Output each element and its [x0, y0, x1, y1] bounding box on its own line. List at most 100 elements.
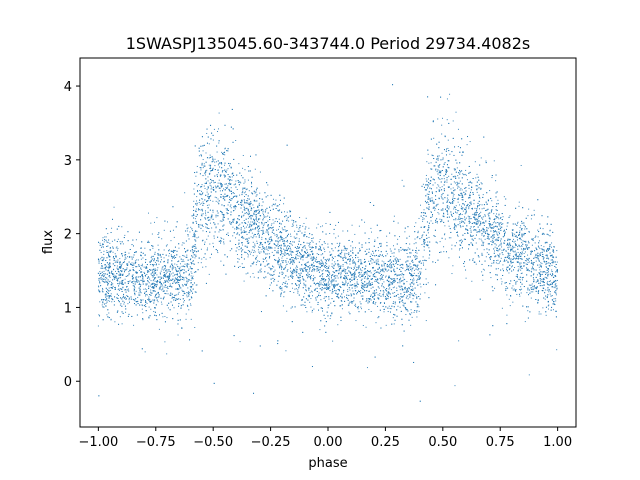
data-point	[438, 213, 440, 215]
data-point	[538, 240, 540, 242]
data-point	[397, 238, 399, 240]
data-point	[551, 295, 553, 297]
data-point	[191, 278, 193, 280]
data-point	[506, 314, 508, 316]
data-point	[534, 236, 536, 238]
data-point	[173, 295, 175, 297]
data-point	[218, 142, 220, 144]
data-point	[378, 250, 380, 252]
data-point	[188, 279, 190, 281]
data-point	[415, 247, 417, 249]
data-point	[289, 215, 291, 217]
data-point	[280, 247, 282, 249]
data-point	[200, 214, 202, 216]
data-point	[144, 291, 146, 293]
data-point	[411, 286, 413, 288]
data-point	[417, 284, 419, 286]
data-point	[354, 304, 356, 306]
data-point	[324, 265, 326, 267]
data-point	[456, 242, 458, 244]
data-point	[487, 235, 489, 237]
data-point	[459, 240, 461, 242]
data-point	[196, 230, 198, 232]
data-point	[475, 219, 477, 221]
data-point	[100, 247, 102, 249]
data-point	[289, 233, 291, 235]
data-point	[286, 218, 288, 220]
data-point	[293, 271, 295, 273]
data-point	[268, 266, 270, 268]
data-point	[325, 222, 327, 224]
data-point	[247, 221, 249, 223]
data-point	[509, 258, 511, 260]
data-point	[258, 202, 260, 204]
data-point	[409, 267, 411, 269]
data-point	[153, 300, 155, 302]
data-point	[258, 222, 260, 224]
data-point	[476, 188, 478, 190]
data-point	[217, 164, 219, 166]
data-point	[251, 183, 253, 185]
data-point	[378, 264, 380, 266]
data-point	[206, 189, 208, 191]
data-point	[329, 318, 331, 320]
data-point	[229, 165, 231, 167]
data-point	[208, 143, 210, 145]
data-point	[240, 203, 242, 205]
data-point	[455, 205, 457, 207]
data-point	[403, 303, 405, 305]
data-point	[114, 261, 116, 263]
data-point	[465, 211, 467, 213]
data-point	[491, 224, 493, 226]
data-point	[506, 259, 508, 261]
data-point	[352, 272, 354, 274]
data-point	[186, 283, 188, 285]
data-point	[385, 268, 387, 270]
data-point	[224, 198, 226, 200]
data-point	[235, 140, 237, 141]
data-point	[261, 205, 263, 207]
data-point	[293, 262, 295, 264]
data-point	[426, 161, 428, 163]
data-point	[243, 220, 245, 222]
data-point	[410, 274, 412, 276]
data-point	[280, 249, 282, 251]
data-point	[309, 269, 311, 271]
data-point	[416, 303, 418, 305]
data-point	[236, 201, 238, 203]
data-point	[114, 321, 116, 323]
data-point	[439, 218, 441, 220]
data-point	[186, 304, 188, 306]
data-point	[310, 274, 312, 276]
data-point	[506, 294, 508, 296]
data-point	[102, 287, 104, 289]
data-point	[244, 191, 246, 193]
data-point	[411, 301, 413, 303]
data-point	[186, 278, 188, 280]
data-point	[141, 304, 143, 306]
data-point	[540, 252, 542, 254]
data-point	[182, 291, 184, 293]
data-point	[554, 279, 556, 281]
data-point	[458, 218, 460, 220]
data-point	[344, 271, 346, 273]
data-point	[547, 308, 549, 310]
data-point	[189, 286, 191, 288]
data-point	[382, 295, 384, 297]
data-point	[184, 263, 186, 265]
data-point	[264, 216, 266, 218]
data-point	[228, 188, 230, 190]
data-point	[227, 178, 229, 180]
data-point	[117, 288, 119, 290]
data-point	[260, 268, 262, 270]
data-point	[272, 198, 274, 200]
data-point	[103, 258, 105, 260]
data-point	[177, 287, 179, 289]
data-point	[294, 283, 296, 284]
data-point	[114, 277, 116, 279]
data-point	[281, 257, 283, 259]
data-point	[305, 286, 307, 288]
data-point	[227, 168, 229, 170]
data-point	[217, 223, 219, 225]
data-point	[458, 186, 460, 188]
